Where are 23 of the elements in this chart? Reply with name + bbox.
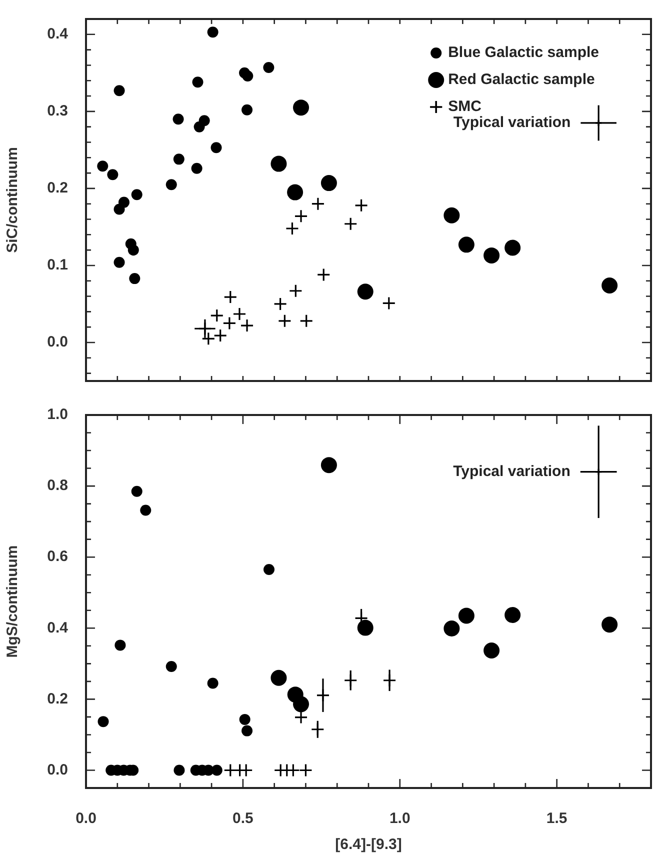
series-label: Typical variation (453, 462, 570, 480)
y-tick-label: 1.0 (47, 406, 68, 424)
y-axis-title: MgS/continuum (4, 545, 22, 658)
x-axis-title: [6.4]-[9.3] (335, 836, 402, 854)
y-tick-label: 0.8 (47, 477, 68, 494)
y-tick-label: 0.4 (47, 619, 69, 636)
x-tick-label: 1.0 (389, 810, 410, 828)
series-label: Typical variation (453, 114, 571, 132)
y-tick-label: 0.3 (47, 102, 68, 120)
y-tick-label: 0.6 (47, 548, 68, 566)
legend-label: Blue Galactic sample (448, 44, 600, 62)
y-tick-label: 0.2 (47, 690, 68, 708)
legend-label: SMC (448, 98, 482, 116)
legend-label: Red Galactic sample (448, 71, 595, 88)
y-tick-label: 0.2 (47, 180, 68, 197)
x-tick-label: 1.5 (546, 810, 568, 828)
x-tick-label: 0.0 (76, 810, 96, 828)
y-tick-label: 0.0 (47, 334, 68, 351)
y-tick-label: 0.4 (47, 26, 69, 43)
y-axis-title: SiC/continuum (4, 147, 22, 253)
x-tick-label: 0.5 (232, 810, 254, 828)
y-tick-label: 0.1 (47, 256, 68, 274)
y-tick-label: 0.0 (47, 761, 68, 778)
